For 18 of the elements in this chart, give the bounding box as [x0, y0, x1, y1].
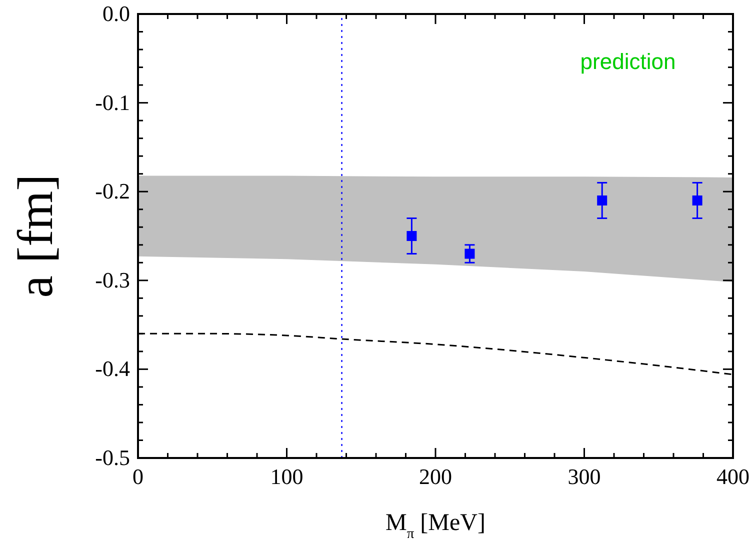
y-tick-label: -0.4 — [95, 356, 130, 382]
x-tick-label: 400 — [716, 464, 750, 489]
point — [464, 248, 475, 259]
y-axis-title: a [fm] — [7, 174, 63, 298]
x-axis-title: M$_{π}$ [MeV] — [386, 510, 486, 542]
x-tick-label: 100 — [270, 464, 304, 489]
y-tick-label: -0.5 — [95, 445, 130, 470]
point — [692, 195, 702, 206]
y-tick-label: -0.2 — [95, 178, 130, 204]
point — [597, 195, 608, 206]
x-tick-label: 0 — [132, 464, 144, 489]
annotation: prediction — [580, 49, 676, 74]
y-tick-label: 0.0 — [102, 1, 130, 26]
y-tick-label: -0.1 — [95, 90, 130, 115]
x-tick-label: 300 — [568, 464, 601, 489]
x-tick-label: 200 — [419, 464, 452, 489]
point — [406, 231, 417, 241]
y-tick-label: -0.3 — [95, 267, 130, 292]
